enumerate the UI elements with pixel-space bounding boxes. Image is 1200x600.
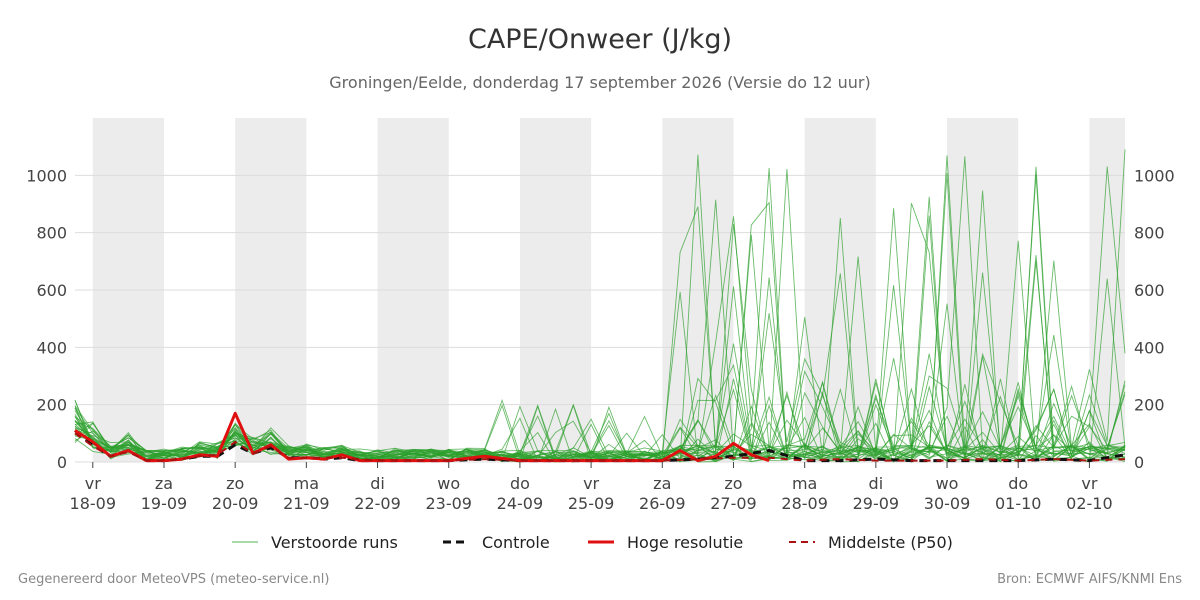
chart-title: CAPE/Onweer (J/kg) [467,24,732,55]
x-tick-date: 27-09 [710,494,757,513]
x-tick-date: 21-09 [283,494,330,513]
high-res-line [74,411,770,463]
x-tick-date: 29-09 [853,494,900,513]
x-tick-day: zo [724,474,742,493]
x-tick-day: zo [226,474,244,493]
y-tick-label-right: 400 [1134,338,1165,357]
x-tick-day: di [370,474,385,493]
median-line [74,432,1126,462]
x-tick-date: 30-09 [924,494,971,513]
ensemble-run-line [74,196,1126,462]
legend-label: Hoge resolutie [627,533,743,552]
y-tick-label-right: 1000 [1134,166,1175,185]
x-tick-date: 22-09 [354,494,401,513]
x-tick-day: vr [1081,474,1097,493]
x-tick-date: 20-09 [212,494,259,513]
x-tick-day: do [1008,474,1028,493]
legend-label: Verstoorde runs [271,533,398,552]
y-tick-label-right: 0 [1134,453,1144,472]
x-tick-date: 19-09 [141,494,188,513]
main-series [74,411,1126,463]
x-tick-day: wo [936,474,959,493]
y-tick-label-right: 200 [1134,396,1165,415]
y-tick-label-left: 600 [36,281,67,300]
x-tick-day: vr [85,474,101,493]
x-tick-date: 24-09 [497,494,544,513]
x-tick-date: 01-10 [995,494,1042,513]
x-tick-date: 25-09 [568,494,615,513]
legend-label: Middelste (P50) [828,533,953,552]
x-tick-day: vr [583,474,599,493]
y-tick-label-left: 400 [36,338,67,357]
y-axis-ticks: 0 0 200 200 400 400 600 600 800 800 1000 1000 [26,166,1174,472]
x-tick-date: 26-09 [639,494,686,513]
y-tick-label-left: 0 [57,453,67,472]
x-tick-date: 02-10 [1066,494,1113,513]
y-tick-label-left: 200 [36,396,67,415]
x-tick-date: 28-09 [781,494,828,513]
x-axis-ticks: vr18-09za19-09zo20-09ma21-09di22-09wo23-… [70,462,1113,513]
footer-source: Bron: ECMWF AIFS/KNMI Ens [997,572,1182,587]
x-tick-day: za [653,474,671,493]
y-tick-label-left: 800 [36,224,67,243]
y-tick-label-right: 800 [1134,224,1165,243]
y-tick-label-right: 600 [1134,281,1165,300]
x-tick-day: di [869,474,884,493]
legend: Verstoorde runs Controle Hoge resolutie Mid… [232,533,953,552]
x-tick-day: za [155,474,173,493]
footer-generator: Gegenereerd door MeteoVPS (meteo-service… [18,572,330,587]
x-tick-day: wo [437,474,460,493]
y-tick-label-left: 1000 [26,166,67,185]
legend-label: Controle [482,533,550,552]
x-tick-day: ma [294,474,319,493]
x-tick-day: do [510,474,530,493]
x-tick-date: 23-09 [425,494,472,513]
chart-subtitle: Groningen/Eelde, donderdag 17 september … [329,73,871,92]
ensemble-run-line [74,272,1126,463]
x-tick-date: 18-09 [70,494,117,513]
x-tick-day: ma [792,474,817,493]
